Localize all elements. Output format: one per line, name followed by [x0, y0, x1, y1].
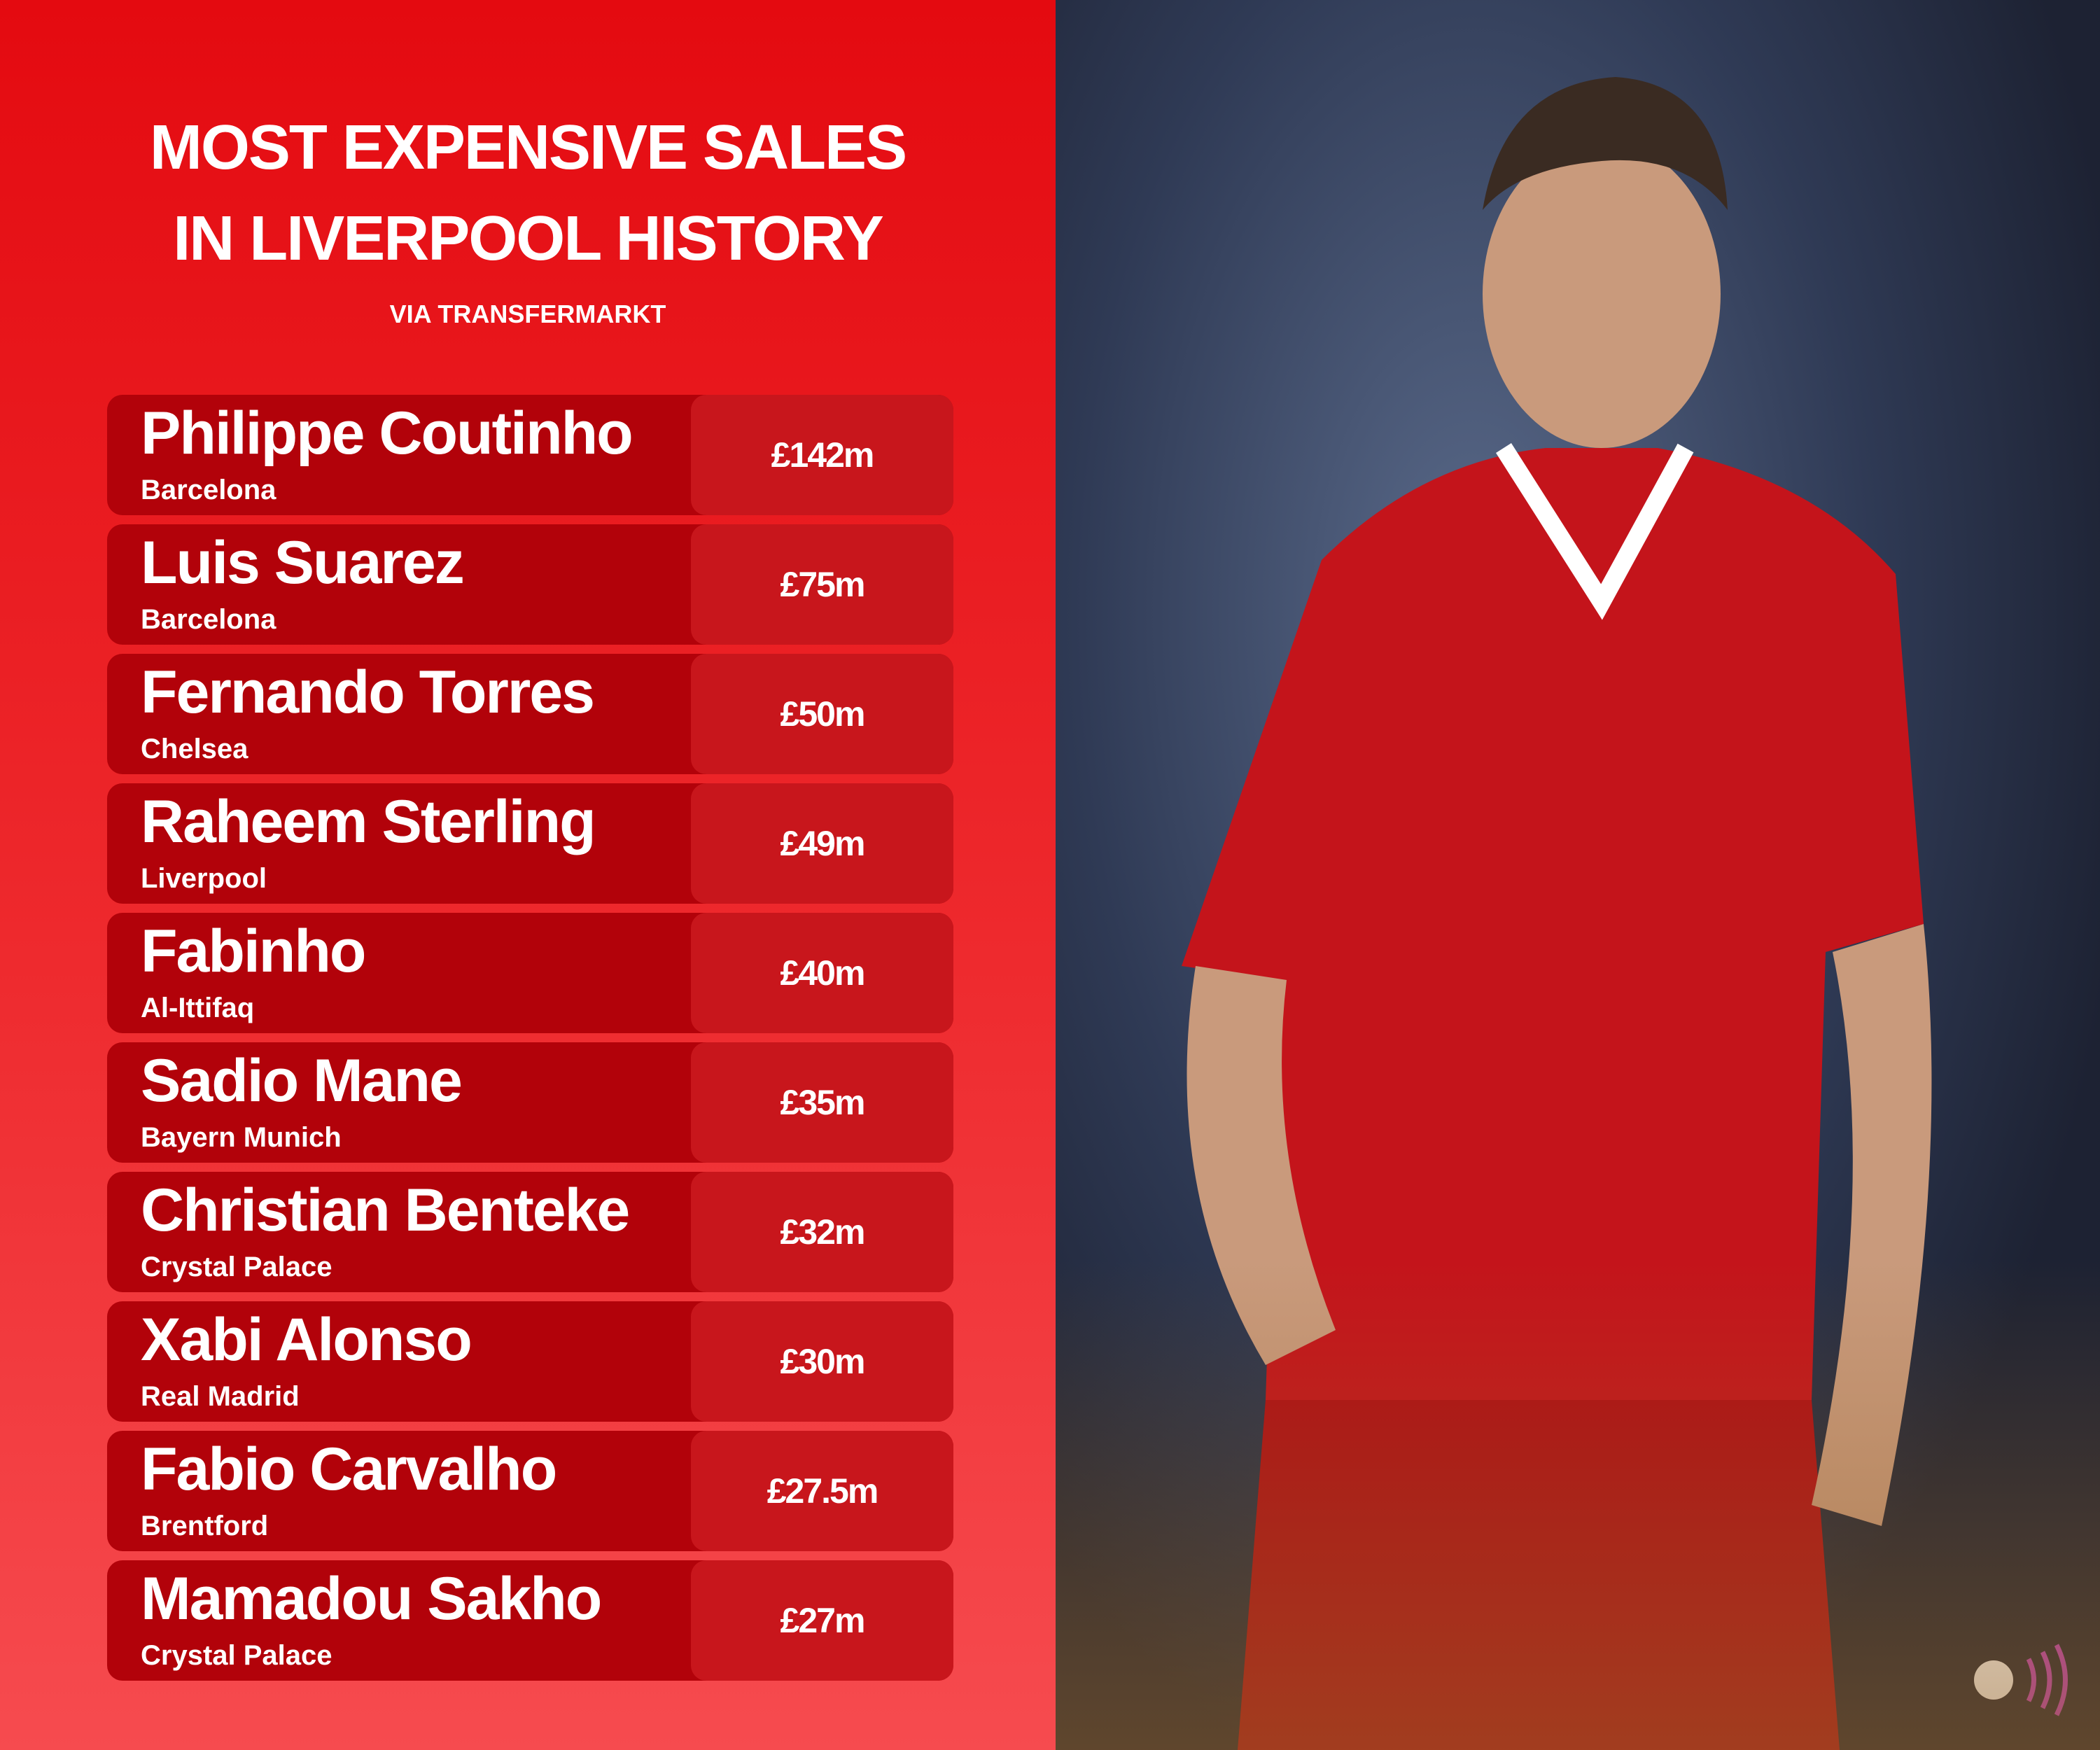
player-name: Mamadou Sakho — [141, 1565, 602, 1632]
club-name: Crystal Palace — [141, 1252, 332, 1282]
club-name: Bayern Munich — [141, 1122, 342, 1153]
player-name: Raheem Sterling — [141, 788, 596, 855]
shorts — [1238, 1400, 1840, 1750]
table-row: Christian Benteke Crystal Palace £32m — [107, 1172, 953, 1292]
fee: £75m — [691, 524, 953, 645]
fee: £35m — [691, 1042, 953, 1163]
player-name: Xabi Alonso — [141, 1306, 472, 1373]
club-name: Al-Ittifaq — [141, 993, 255, 1023]
club-name: Crystal Palace — [141, 1640, 332, 1671]
player-name: Philippe Coutinho — [141, 400, 634, 467]
fee: £50m — [691, 654, 953, 774]
logo — [1974, 1660, 2013, 1700]
photo-panel — [1056, 0, 2100, 1750]
table-row: Philippe Coutinho Barcelona £142m — [107, 395, 953, 515]
player-name: Fabio Carvalho — [141, 1436, 557, 1503]
club-name: Barcelona — [141, 604, 276, 635]
fee: £30m — [691, 1301, 953, 1422]
fee: £142m — [691, 395, 953, 515]
player-name: Fabinho — [141, 918, 366, 985]
fee: £40m — [691, 913, 953, 1033]
source: VIA TRANSFERMARKT — [389, 300, 666, 328]
player-illustration — [1182, 77, 2068, 1750]
club-name: Brentford — [141, 1511, 269, 1541]
table-row: Raheem Sterling Liverpool £49m — [107, 783, 953, 904]
title-line: IN LIVERPOOL HISTORY — [173, 204, 884, 274]
fee: £49m — [691, 783, 953, 904]
list-panel: MOST EXPENSIVE SALES IN LIVERPOOL HISTOR… — [0, 0, 1056, 1750]
fee: £32m — [691, 1172, 953, 1292]
table-row: Sadio Mane Bayern Munich £35m — [107, 1042, 953, 1163]
table-row: Fabinho Al-Ittifaq £40m — [107, 913, 953, 1033]
collar — [1496, 443, 1694, 620]
shirt — [1182, 448, 1924, 1400]
arm — [1812, 924, 1932, 1526]
logo-waves — [2026, 1644, 2068, 1716]
table-row: Mamadou Sakho Crystal Palace £27m — [107, 1560, 953, 1681]
title-line: MOST EXPENSIVE SALES — [149, 113, 907, 183]
club-name: Liverpool — [141, 863, 267, 894]
fee: £27m — [691, 1560, 953, 1681]
hair — [1483, 77, 1728, 210]
table-row: Fernando Torres Chelsea £50m — [107, 654, 953, 774]
player-name: Fernando Torres — [141, 659, 595, 726]
player-name: Christian Benteke — [141, 1177, 630, 1244]
fee: £27.5m — [691, 1431, 953, 1551]
table-row: Fabio Carvalho Brentford £27.5m — [107, 1431, 953, 1551]
player-name: Sadio Mane — [141, 1047, 463, 1114]
table-row: Xabi Alonso Real Madrid £30m — [107, 1301, 953, 1422]
club-name: Barcelona — [141, 475, 276, 505]
head — [1483, 140, 1721, 448]
table-row: Luis Suarez Barcelona £75m — [107, 524, 953, 645]
club-name: Real Madrid — [141, 1381, 300, 1412]
club-name: Chelsea — [141, 734, 248, 764]
player-name: Luis Suarez — [141, 529, 465, 596]
